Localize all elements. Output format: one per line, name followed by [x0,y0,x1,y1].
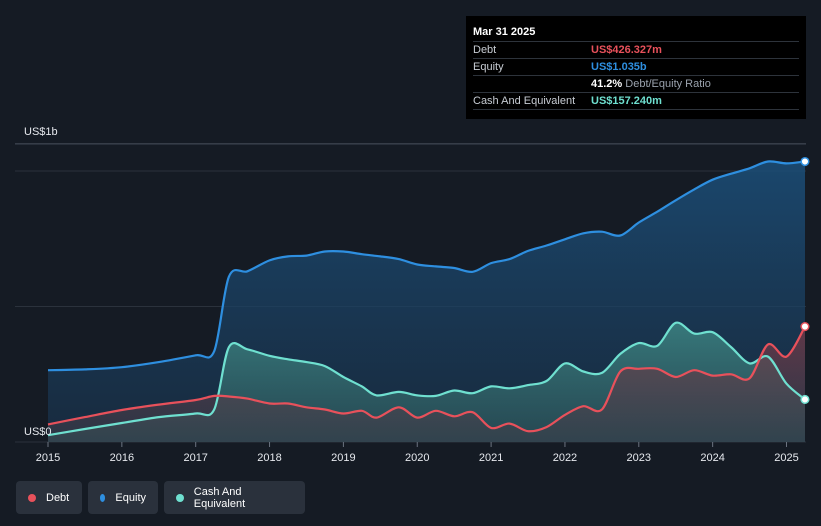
legend-dot-cash [176,493,184,502]
x-tick-label: 2016 [110,452,134,464]
legend-item-cash[interactable]: Cash And Equivalent [164,481,305,514]
tooltip-row-equity: Equity US$1.035b [473,58,799,75]
x-tick-label: 2020 [405,452,429,464]
x-tick-label: 2018 [257,452,281,464]
tooltip-ratio-value: 41.2% [591,78,623,90]
legend-dot-equity [100,493,106,502]
legend-dot-debt [28,493,36,502]
x-axis-ticks: 2015 2016 2017 2018 2019 2020 2021 2022 2023 2024… [36,442,799,464]
x-tick-label: 2024 [700,452,724,464]
tooltip-panel: Mar 31 2025 Debt US$426.327m Equity US$1… [466,16,806,119]
tooltip-cash-value: US$157.240m [591,95,662,107]
tooltip-debt-value: US$426.327m [591,44,662,56]
tooltip-row-debt: Debt US$426.327m [473,41,799,58]
legend-item-equity[interactable]: Equity [88,481,158,514]
cash-line [47,321,806,437]
x-tick-label: 2023 [627,452,651,464]
chart-lines [47,156,810,437]
x-tick-label: 2017 [183,452,207,464]
debt-area [48,326,805,442]
legend-label-cash: Cash And Equivalent [193,485,246,510]
debt-line [47,326,806,433]
tooltip-equity-value: US$1.035b [591,61,647,73]
y-axis-top-label: US$1b [24,126,58,138]
tooltip-row-cash: Cash And Equivalent US$157.240m [473,92,799,110]
x-tick-label: 2025 [774,452,798,464]
tooltip-ratio: 41.2% Debt/Equity Ratio [591,76,711,92]
x-tick-label: 2019 [331,452,355,464]
x-tick-label: 2015 [36,452,60,464]
equity-line [47,160,806,372]
tooltip-cash-label: Cash And Equivalent [473,95,576,107]
cash-endpoint [800,394,810,405]
tooltip-date: Mar 31 2025 [473,26,536,38]
x-tick-label: 2022 [553,452,577,464]
tooltip-equity-label: Equity [473,61,504,73]
debt-endpoint [800,322,810,332]
x-tick-label: 2021 [479,452,503,464]
chart-areas [48,161,805,443]
tooltip-row-ratio: 41.2% Debt/Equity Ratio [473,75,799,92]
chart-legend: Debt Equity Cash And Equivalent [16,481,305,514]
legend-label-debt: Debt [46,491,70,504]
legend-item-debt[interactable]: Debt [16,481,82,514]
tooltip-debt-label: Debt [473,44,497,56]
y-axis-zero-label: US$0 [24,426,52,438]
tooltip-ratio-label: Debt/Equity Ratio [625,78,711,90]
legend-label-equity: Equity [115,491,146,504]
equity-endpoint [800,156,810,167]
